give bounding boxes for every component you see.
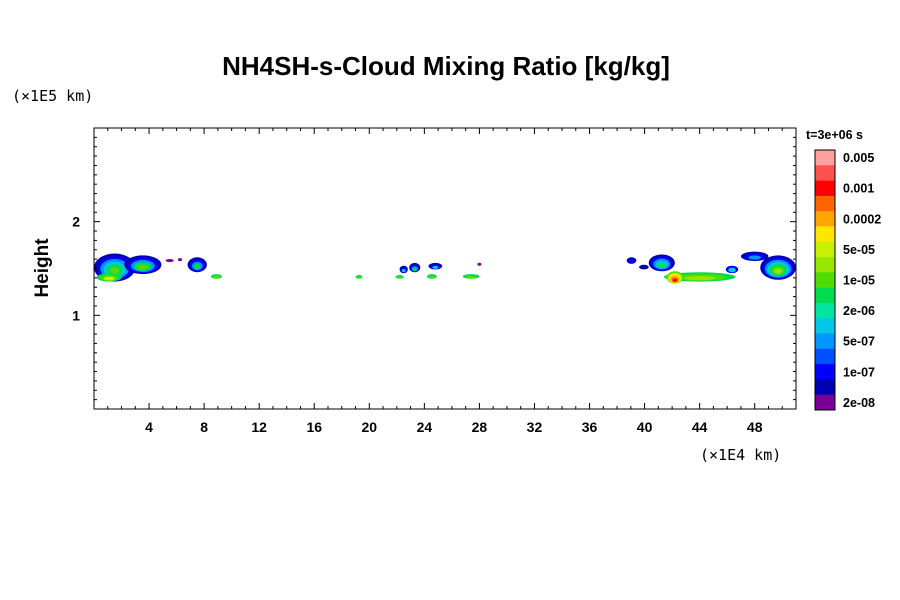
feature-right-c bbox=[648, 254, 675, 272]
x-tick-label: 40 bbox=[637, 419, 653, 435]
feature-right-e bbox=[725, 265, 739, 274]
contour-layer bbox=[401, 268, 406, 273]
colorbar-swatch bbox=[815, 394, 835, 411]
x-tick-label: 48 bbox=[747, 419, 763, 435]
feature-dot-1 bbox=[165, 259, 174, 263]
colorbar-swatch bbox=[815, 211, 835, 227]
feature-left-c bbox=[96, 273, 122, 282]
colorbar-swatch bbox=[815, 364, 835, 380]
x-tick-label: 36 bbox=[582, 419, 598, 435]
colorbar-swatch bbox=[815, 150, 835, 166]
feature-left-d bbox=[187, 257, 207, 273]
colorbar-label: 0.001 bbox=[843, 182, 874, 196]
contour-layer bbox=[165, 259, 174, 263]
feature-right-a bbox=[626, 257, 637, 264]
x-tick-label: 16 bbox=[306, 419, 322, 435]
x-tick-label: 8 bbox=[200, 419, 208, 435]
contour-layer bbox=[639, 264, 649, 270]
feature-right-b bbox=[639, 264, 649, 270]
colorbar-swatch bbox=[815, 195, 835, 212]
contour-layer bbox=[412, 267, 417, 271]
x-tick-label: 44 bbox=[692, 419, 708, 435]
feature-left-b bbox=[124, 255, 162, 275]
colorbar-swatch bbox=[815, 272, 835, 288]
x-tick-label: 20 bbox=[362, 419, 378, 435]
colorbar-label: 5e-07 bbox=[843, 335, 875, 349]
contour-layer bbox=[683, 276, 716, 281]
feature-mid-dot bbox=[477, 262, 482, 266]
time-label: t=3e+06 s bbox=[806, 128, 863, 142]
feature-mid-g bbox=[462, 274, 480, 279]
feature-mid-d bbox=[409, 262, 421, 273]
contour-layer bbox=[137, 264, 149, 270]
colorbar-swatch bbox=[815, 379, 835, 396]
x-tick-label: 28 bbox=[472, 419, 488, 435]
colorbar-label: 5e-05 bbox=[843, 243, 875, 257]
contour-layer bbox=[428, 275, 435, 279]
colorbar-label: 0.0002 bbox=[843, 212, 881, 226]
colorbar-label: 1e-05 bbox=[843, 274, 875, 288]
feature-mid-c bbox=[399, 265, 408, 274]
plot-features bbox=[94, 251, 796, 284]
contour-layer bbox=[774, 268, 782, 274]
feature-mid-b bbox=[395, 275, 404, 279]
colorbar-swatch bbox=[815, 287, 835, 304]
contour-layer bbox=[213, 275, 220, 279]
x-tick-label: 4 bbox=[145, 419, 153, 435]
feature-dot-2 bbox=[177, 258, 183, 262]
feature-right-g bbox=[760, 255, 796, 280]
x-unit-label: (×1E4 km) bbox=[700, 446, 781, 464]
feature-left-e bbox=[211, 274, 223, 279]
colorbar-swatch bbox=[815, 333, 835, 350]
contour-layer bbox=[103, 276, 115, 281]
contour-layer bbox=[397, 276, 403, 279]
colorbar-label: 1e-07 bbox=[843, 365, 875, 379]
feature-mid-a bbox=[355, 275, 363, 279]
colorbar-swatch bbox=[815, 241, 835, 258]
contour-layer bbox=[628, 259, 635, 264]
y-tick-label: 1 bbox=[72, 307, 80, 323]
colorbar: 0.005 0.001 0.0002 5e-05 1e-05 2e-06 5e-07 1e-0… bbox=[814, 149, 881, 411]
contour-layer bbox=[356, 276, 362, 279]
y-unit-label: (×1E5 km) bbox=[12, 87, 93, 105]
colorbar-swatch bbox=[815, 257, 835, 273]
contour-layer bbox=[477, 262, 482, 266]
colorbar-label: 0.005 bbox=[843, 151, 874, 165]
feature-mid-f bbox=[428, 262, 443, 270]
contour-layer bbox=[432, 265, 439, 269]
chart-title: NH4SH-s-Cloud Mixing Ratio [kg/kg] bbox=[222, 51, 670, 81]
y-axis-label: Height bbox=[32, 238, 53, 298]
contour-layer bbox=[728, 267, 736, 273]
feature-right-peak bbox=[666, 271, 684, 284]
feature-right-f bbox=[740, 251, 769, 262]
colorbar-swatch bbox=[815, 165, 835, 181]
x-tick-label: 32 bbox=[527, 419, 543, 435]
y-tick-label: 2 bbox=[72, 214, 80, 230]
colorbar-label: 2e-08 bbox=[843, 396, 875, 410]
colorbar-swatch bbox=[815, 180, 835, 197]
contour-layer bbox=[466, 275, 477, 279]
contour-layer bbox=[193, 263, 201, 270]
colorbar-swatch bbox=[815, 348, 835, 365]
contour-layer bbox=[748, 255, 761, 260]
colorbar-swatch bbox=[815, 226, 835, 243]
x-tick-label: 24 bbox=[417, 419, 433, 435]
colorbar-label: 2e-06 bbox=[843, 304, 875, 318]
colorbar-swatch bbox=[815, 318, 835, 334]
contour-layer bbox=[109, 267, 120, 274]
feature-mid-e bbox=[427, 274, 437, 279]
x-tick-label: 12 bbox=[251, 419, 267, 435]
contour-layer bbox=[177, 258, 183, 262]
contour-layer bbox=[658, 262, 666, 268]
contour-layer bbox=[672, 278, 677, 282]
colorbar-frame bbox=[814, 149, 836, 411]
colorbar-swatch bbox=[815, 302, 835, 319]
